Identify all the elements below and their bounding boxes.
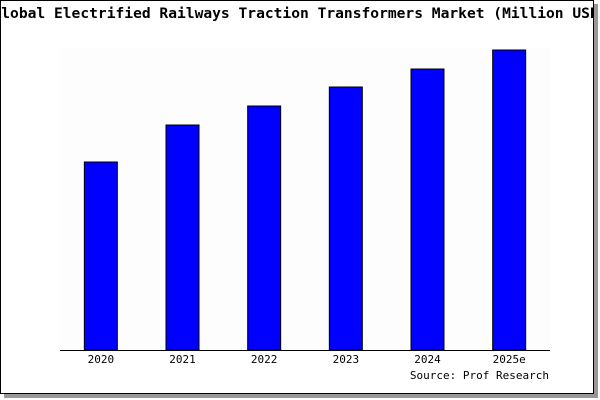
plot-area [60,48,550,350]
x-tick-label: 2022 [251,353,278,366]
bar [492,49,527,351]
bars [83,49,527,351]
x-tick-label: 2024 [414,353,441,366]
x-tick-label: 2025e [493,353,526,366]
bar [83,161,118,351]
x-tick-label: 2023 [333,353,360,366]
x-tick-label: 2020 [88,353,115,366]
bar [247,105,282,351]
chart-title: Global Electrified Railways Traction Tra… [0,5,600,22]
bar [165,124,200,351]
x-tick-label: 2021 [169,353,196,366]
source-note: Source: Prof Research [410,369,549,382]
bar [328,86,363,351]
bar [410,68,445,351]
